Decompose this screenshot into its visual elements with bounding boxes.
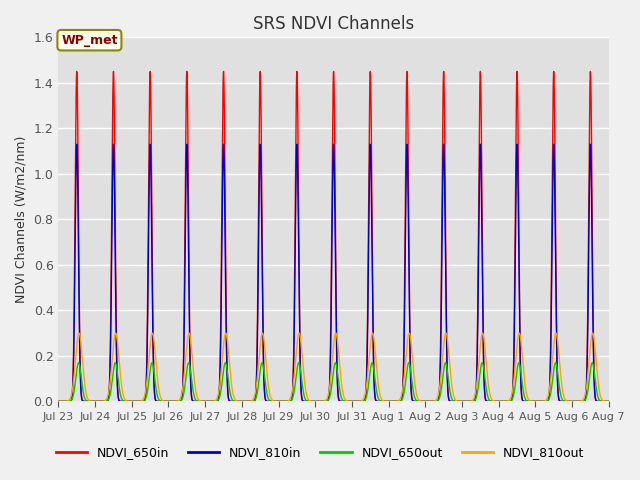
Title: SRS NDVI Channels: SRS NDVI Channels (253, 15, 414, 33)
Legend: NDVI_650in, NDVI_810in, NDVI_650out, NDVI_810out: NDVI_650in, NDVI_810in, NDVI_650out, NDV… (51, 441, 589, 464)
Y-axis label: NDVI Channels (W/m2/nm): NDVI Channels (W/m2/nm) (15, 136, 28, 303)
Text: WP_met: WP_met (61, 34, 118, 47)
